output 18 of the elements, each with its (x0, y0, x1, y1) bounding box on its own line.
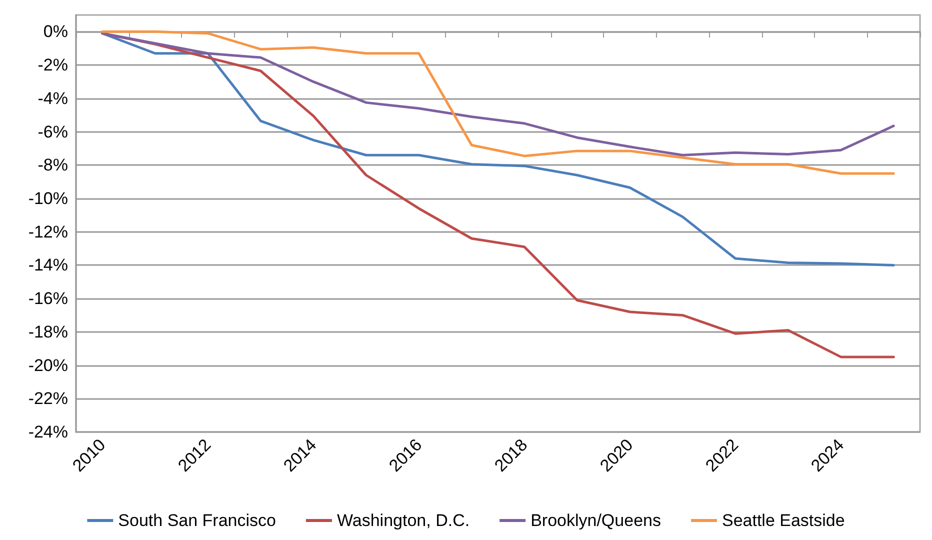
y-tick-label: -20% (28, 356, 68, 375)
y-tick-label: -16% (28, 289, 68, 308)
y-tick-label: -10% (28, 188, 68, 208)
y-tick-label: -24% (28, 422, 68, 442)
y-tick-label: -22% (28, 389, 68, 408)
y-tick-label: -6% (38, 122, 68, 142)
y-tick-label: -12% (28, 222, 68, 242)
legend-label: South San Francisco (118, 511, 276, 530)
y-tick-label: 0% (43, 22, 68, 42)
legend-label: Seattle Eastside (722, 511, 845, 530)
line-series (101, 32, 895, 266)
y-tick-label: -2% (38, 56, 68, 75)
y-tick-label: -14% (28, 256, 68, 275)
y-tick-label: -18% (28, 322, 68, 342)
legend-label: Washington, D.C. (336, 511, 470, 530)
y-tick-label: -4% (38, 88, 68, 108)
legend-label: Brooklyn/Queens (530, 511, 661, 530)
y-tick-label: -8% (38, 156, 68, 175)
